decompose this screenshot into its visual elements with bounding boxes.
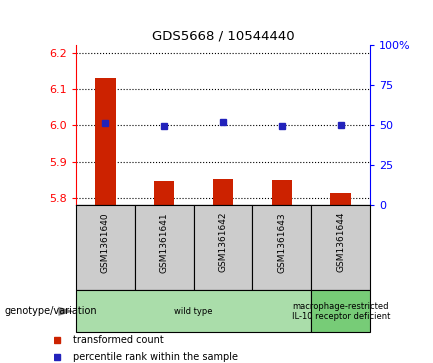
Text: GSM1361644: GSM1361644 [336, 212, 345, 272]
Text: percentile rank within the sample: percentile rank within the sample [73, 352, 238, 362]
Bar [135, 205, 194, 290]
Bar [154, 182, 174, 205]
Text: macrophage-restricted
IL-10 receptor deficient: macrophage-restricted IL-10 receptor def… [291, 302, 390, 321]
Bar [311, 290, 370, 332]
Bar [271, 180, 292, 205]
Text: GSM1361640: GSM1361640 [101, 212, 110, 273]
Title: GDS5668 / 10544440: GDS5668 / 10544440 [152, 30, 294, 43]
Text: GSM1361642: GSM1361642 [219, 212, 227, 272]
Text: transformed count: transformed count [73, 335, 164, 345]
Text: genotype/variation: genotype/variation [4, 306, 97, 316]
Bar [213, 179, 233, 205]
Bar [252, 205, 311, 290]
Bar [76, 205, 135, 290]
Text: wild type: wild type [174, 307, 213, 316]
Bar [330, 193, 351, 205]
Bar [194, 205, 252, 290]
Text: GSM1361643: GSM1361643 [278, 212, 286, 273]
Bar [95, 78, 116, 205]
Text: GSM1361641: GSM1361641 [160, 212, 168, 273]
Bar [76, 290, 311, 332]
Polygon shape [58, 307, 74, 316]
Bar [311, 205, 370, 290]
